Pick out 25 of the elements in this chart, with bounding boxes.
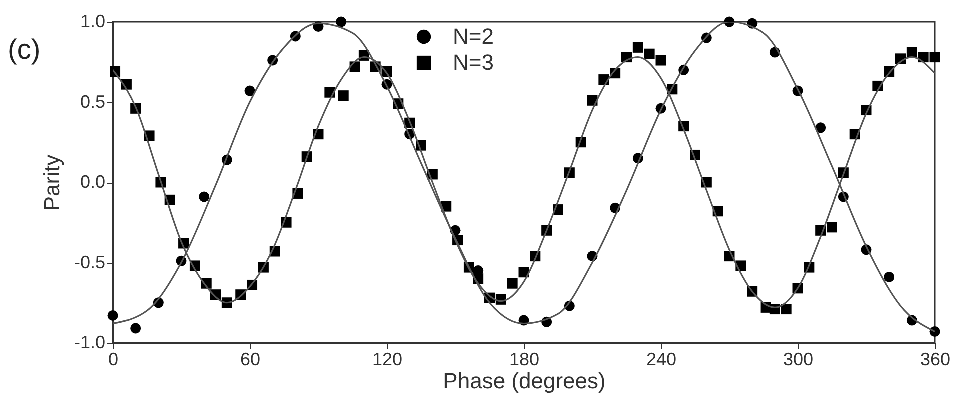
x-tick-label: 360 [920, 350, 951, 370]
x-tick-label: 60 [240, 350, 261, 370]
x-tick-label: 120 [372, 350, 403, 370]
y-tick-label: 1.0 [80, 12, 106, 32]
y-tick-label: 0.5 [80, 92, 106, 112]
legend-label: N=2 [453, 24, 494, 49]
text: (c) [8, 34, 41, 66]
x-tick-label: 0 [108, 350, 119, 370]
point [884, 272, 895, 282]
point [930, 326, 940, 337]
y-tick-label: 0.0 [80, 172, 106, 192]
point [199, 192, 210, 202]
y-tick-label: -0.5 [74, 252, 106, 272]
y-tick-label: -1.0 [74, 332, 106, 352]
x-tick-label: 300 [783, 350, 814, 370]
point [244, 86, 256, 96]
x-tick-label: 240 [646, 350, 677, 370]
point [130, 323, 142, 334]
x-tick-label: 180 [509, 350, 540, 370]
point [336, 16, 347, 28]
point [108, 310, 118, 321]
point [816, 122, 826, 134]
legend-label: N=3 [453, 50, 494, 75]
x-axis-title: Phase (degrees) [443, 368, 606, 394]
y-axis-title: Parity [39, 154, 64, 212]
